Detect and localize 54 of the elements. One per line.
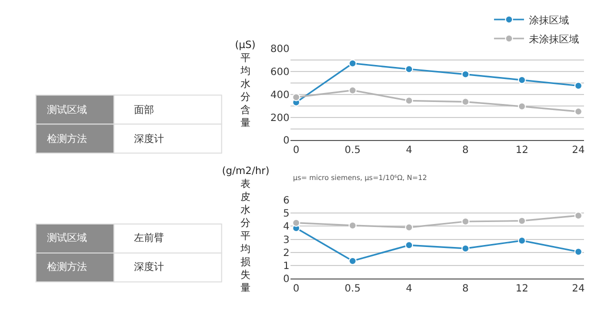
y-tick-label: 6 <box>283 195 290 206</box>
point <box>462 98 470 106</box>
point <box>348 86 357 94</box>
y-tick-label: 800 <box>270 44 290 55</box>
x-tick-label: 24 <box>572 145 585 156</box>
x-tick-label: 0 <box>292 284 300 295</box>
point <box>518 76 526 84</box>
text: 深度计 <box>134 133 164 145</box>
text: 测试区域 <box>47 232 87 244</box>
x-tick-label: 4 <box>406 145 412 156</box>
text: 深度计 <box>134 261 164 273</box>
y-tick-label: 0 <box>283 274 290 286</box>
x-tick-label: 12 <box>516 284 528 295</box>
x-tick-label: 0 <box>292 145 300 156</box>
point <box>405 241 414 250</box>
point <box>405 223 414 232</box>
x-tick-label: 0.5 <box>344 145 361 156</box>
y-tick-label: 600 <box>270 66 290 78</box>
text: 检测方法 <box>47 261 87 273</box>
point <box>574 82 582 90</box>
point <box>518 216 526 225</box>
point <box>405 96 414 105</box>
x-tick-label: 12 <box>516 145 528 156</box>
point <box>518 236 526 245</box>
point <box>348 59 357 68</box>
legend-label: 未涂抹区域 <box>529 33 580 46</box>
y-tick-label: 4 <box>283 222 290 233</box>
point <box>292 93 300 102</box>
y-tick-label: 5 <box>283 208 290 220</box>
point <box>462 70 470 78</box>
x-tick-label: 8 <box>462 145 469 156</box>
x-tick-label: 4 <box>406 284 412 295</box>
point <box>292 218 300 227</box>
y-tick-label: 3 <box>283 234 290 246</box>
text: 左前臂 <box>134 232 164 244</box>
x-tick-label: 0.5 <box>344 284 361 295</box>
text: (g/m2/hr)表皮水分平均损失量 <box>222 166 270 294</box>
y-axis-title: (μS)平均水分含量 <box>235 40 256 129</box>
y-tick-label: 0 <box>283 136 290 147</box>
point <box>405 65 414 74</box>
point <box>574 212 582 220</box>
text: 检测方法 <box>47 133 87 145</box>
point <box>462 218 470 226</box>
y-tick-label: 1 <box>283 261 290 272</box>
text: 测试区域 <box>47 104 87 116</box>
text: 面部 <box>134 104 154 116</box>
y-tick-label: 2 <box>283 248 290 259</box>
x-tick-label: 8 <box>462 284 469 295</box>
x-tick-label: 24 <box>572 284 585 295</box>
point <box>518 102 526 110</box>
y-tick-label: 400 <box>270 90 290 101</box>
point <box>574 248 582 256</box>
legend-label: 涂抹区域 <box>529 14 570 26</box>
y-tick-label: 200 <box>270 112 290 124</box>
